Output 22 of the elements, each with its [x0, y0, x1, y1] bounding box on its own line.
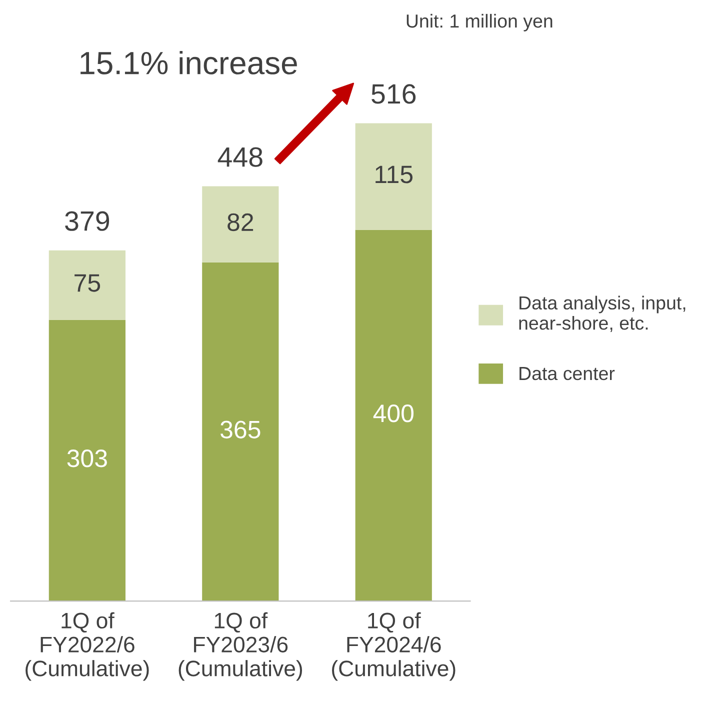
bar: [48, 250, 126, 320]
bar: [355, 123, 432, 230]
legend-label: Data analysis, input, near-shore, etc.: [519, 296, 686, 332]
bar: [202, 186, 279, 262]
data-label: 365: [220, 420, 260, 438]
bar: [202, 262, 279, 602]
x-tick-label: 1Q of FY2024/6 (Cumulative): [332, 612, 456, 681]
total-label: 516: [372, 84, 416, 104]
x-tick-label: 1Q of FY2022/6 (Cumulative): [26, 612, 149, 681]
bar: [48, 320, 126, 602]
text: 15.1% increase: [80, 50, 297, 74]
x-tick-label: 1Q of FY2023/6 (Cumulative): [178, 612, 302, 681]
legend-label: Data center: [520, 367, 615, 380]
data-label: 75: [74, 274, 100, 292]
data-label: 82: [228, 213, 254, 232]
data-label: 115: [376, 166, 413, 184]
data-label: 400: [373, 404, 414, 422]
bar: [355, 230, 432, 602]
data-label: 303: [67, 450, 107, 468]
text: Unit: 1 million yen: [406, 14, 552, 32]
total-label: 448: [218, 147, 262, 167]
total-label: 379: [65, 211, 110, 231]
